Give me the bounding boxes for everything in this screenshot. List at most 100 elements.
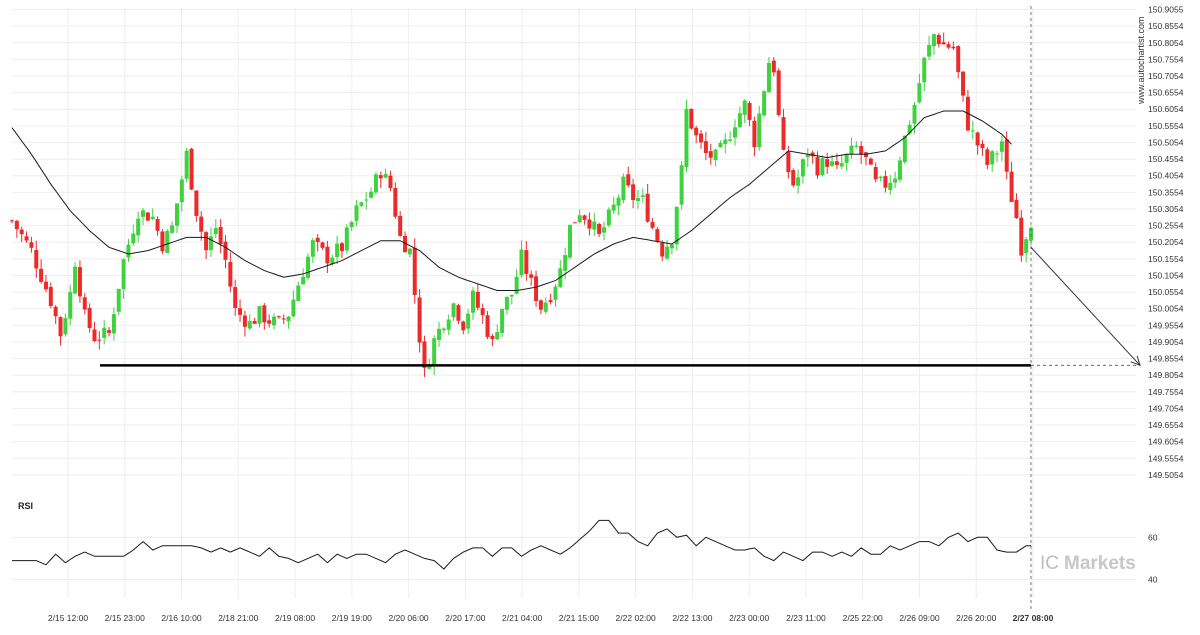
candle-down — [398, 215, 403, 236]
candle-down — [645, 193, 650, 222]
candle-up — [446, 319, 451, 330]
price-tick-label: 149.7554 — [1148, 387, 1184, 397]
time-tick-label: 2/15 23:00 — [105, 613, 145, 623]
rsi-line — [12, 519, 1031, 570]
price-tick-label: 149.5054 — [1148, 470, 1184, 480]
candle-down — [655, 229, 660, 242]
candle-up — [441, 328, 446, 331]
price-tick-label: 149.9554 — [1148, 320, 1184, 330]
candle-up — [888, 182, 893, 190]
candle-down — [233, 287, 238, 308]
price-tick-label: 150.7554 — [1148, 54, 1184, 64]
candle-up — [592, 221, 597, 230]
candle-up — [830, 161, 835, 166]
time-tick-label: 2/22 13:00 — [672, 613, 712, 623]
price-tick-label: 150.1554 — [1148, 254, 1184, 264]
candle-up — [310, 240, 315, 257]
candle-down — [204, 232, 209, 251]
candle-down — [810, 152, 815, 157]
candle-down — [548, 300, 553, 303]
candle-down — [378, 175, 383, 179]
candle-down — [223, 241, 228, 260]
candle-down — [43, 281, 48, 290]
moving-average — [11, 110, 1012, 291]
candle-down — [485, 315, 490, 337]
candle-up — [805, 154, 810, 158]
candle-down — [58, 317, 63, 337]
candle-up — [63, 318, 68, 335]
candle-up — [354, 205, 359, 221]
candle-down — [267, 320, 272, 324]
candle-down — [315, 237, 320, 243]
candle-up — [470, 290, 475, 313]
time-tick-label: 2/20 17:00 — [445, 613, 485, 623]
candle-up — [844, 154, 849, 163]
price-tick-label: 149.7054 — [1148, 403, 1184, 413]
candle-up — [543, 302, 548, 312]
price-tick-label: 150.6554 — [1148, 88, 1184, 98]
candle-up — [335, 243, 340, 258]
candle-down — [262, 305, 267, 323]
candle-down — [145, 212, 150, 221]
candle-up — [504, 296, 509, 310]
candle-up — [136, 218, 141, 236]
candle-up — [990, 151, 995, 165]
price-tick-label: 150.7054 — [1148, 71, 1184, 81]
candle-down — [14, 220, 19, 230]
candle-up — [213, 228, 218, 234]
candle-down — [980, 143, 985, 149]
price-tick-label: 149.5554 — [1148, 453, 1184, 463]
candle-down — [417, 297, 422, 343]
candle-down — [281, 318, 286, 320]
price-tick-label: 150.9055 — [1148, 4, 1184, 14]
candle-down — [786, 151, 791, 173]
price-tick-label: 150.5054 — [1148, 137, 1184, 147]
time-tick-label: 2/23 00:00 — [729, 613, 769, 623]
candle-up — [344, 227, 349, 251]
candle-up — [121, 259, 126, 290]
candle-down — [873, 167, 878, 180]
candle-up — [466, 313, 471, 329]
candle-down — [276, 316, 281, 318]
candle-down — [747, 103, 752, 120]
candle-up — [68, 292, 73, 319]
candle-down — [660, 242, 665, 257]
watermark-prefix: IC — [1040, 553, 1059, 574]
candle-down — [752, 120, 757, 148]
candle-up — [165, 230, 170, 254]
candle-up — [893, 178, 898, 183]
candle-up — [927, 44, 932, 57]
price-tick-label: 150.2554 — [1148, 221, 1184, 231]
price-tick-label: 150.4054 — [1148, 171, 1184, 181]
candle-down — [1014, 199, 1019, 219]
candle-down — [97, 339, 102, 341]
price-tick-label: 150.0054 — [1148, 304, 1184, 314]
candle-up — [514, 276, 519, 294]
candle-up — [432, 338, 437, 366]
price-tick-label: 150.0554 — [1148, 287, 1184, 297]
candle-up — [922, 57, 927, 83]
price-axis: 150.9055 150.8554 150.8054 150.7554 150.7054… — [1148, 4, 1184, 479]
projection-arrow — [1030, 246, 1141, 366]
candle-down — [252, 320, 257, 324]
price-tick-label: 150.8554 — [1148, 21, 1184, 31]
candle-down — [534, 276, 539, 302]
candle-up — [854, 145, 859, 147]
candle-up — [427, 365, 432, 369]
candle-down — [791, 170, 796, 186]
candle-up — [640, 195, 645, 197]
candle-up — [563, 255, 568, 271]
time-tick-label: 2/18 21:00 — [218, 613, 258, 623]
candle-up — [684, 108, 689, 167]
candle-up — [184, 150, 189, 179]
candle-up — [102, 327, 107, 338]
candle-down — [941, 42, 946, 45]
autochartist-brand: www.autochartist.com — [1136, 16, 1146, 105]
candle-down — [689, 108, 694, 129]
candle-up — [364, 199, 369, 201]
candle-down — [320, 242, 325, 248]
candle-down — [529, 274, 534, 278]
candle-up — [601, 227, 606, 233]
time-tick-label: 2/19 19:00 — [332, 613, 372, 623]
